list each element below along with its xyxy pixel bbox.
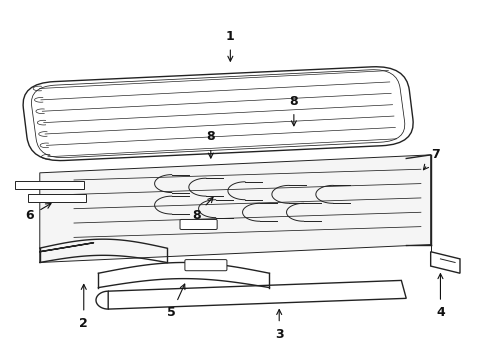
Text: 8: 8: [206, 130, 215, 158]
Polygon shape: [40, 155, 431, 262]
Text: 7: 7: [423, 148, 440, 170]
PathPatch shape: [31, 70, 405, 158]
Text: 8: 8: [192, 197, 213, 222]
Text: 6: 6: [25, 203, 51, 222]
Polygon shape: [27, 194, 86, 202]
Text: 4: 4: [436, 274, 445, 319]
Text: 3: 3: [275, 310, 284, 341]
Polygon shape: [108, 280, 406, 309]
FancyBboxPatch shape: [185, 260, 227, 271]
Text: 2: 2: [79, 284, 88, 330]
FancyBboxPatch shape: [180, 220, 217, 229]
Polygon shape: [15, 181, 84, 189]
Text: 1: 1: [226, 30, 235, 61]
PathPatch shape: [23, 67, 413, 161]
Text: 8: 8: [290, 95, 298, 126]
Text: 5: 5: [167, 284, 185, 319]
Polygon shape: [431, 252, 460, 273]
